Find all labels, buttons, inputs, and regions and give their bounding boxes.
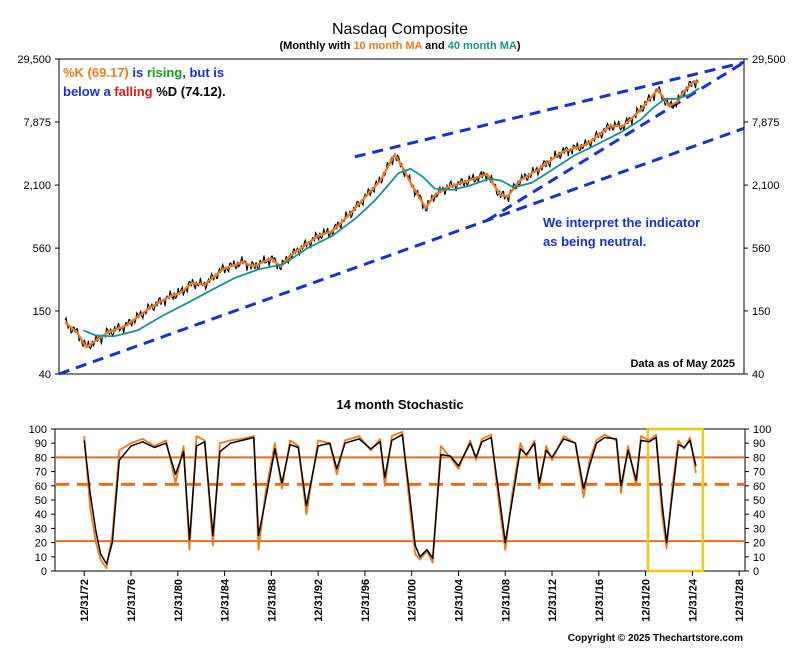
stoch-y-label-right: 80 bbox=[753, 452, 765, 464]
x-tick-label: 12/31/96 bbox=[360, 579, 372, 622]
stoch-y-label-left: 20 bbox=[35, 538, 47, 550]
stochastic-title: 14 month Stochastic bbox=[336, 397, 463, 412]
price-y-label-left: 150 bbox=[33, 306, 51, 318]
stoch-y-label-left: 0 bbox=[41, 566, 47, 578]
subtitle-part-4: ) bbox=[517, 40, 521, 52]
stoch-y-label-left: 60 bbox=[35, 481, 47, 493]
stoch-y-label-right: 30 bbox=[753, 523, 765, 535]
price-y-label-left: 2,100 bbox=[23, 180, 51, 192]
price-y-label-right: 40 bbox=[752, 369, 764, 381]
stoch-y-label-right: 100 bbox=[753, 424, 771, 436]
stochastic-panel-frame bbox=[54, 428, 746, 572]
stoch-y-label-left: 40 bbox=[35, 509, 47, 521]
stoch-y-label-left: 30 bbox=[35, 523, 47, 535]
x-tick-label: 12/31/24 bbox=[687, 578, 699, 622]
x-tick-label: 12/31/00 bbox=[407, 579, 419, 622]
stoch-y-label-left: 100 bbox=[29, 424, 47, 436]
subtitle-ma10: 10 month MA bbox=[353, 40, 422, 52]
x-tick-label: 12/31/04 bbox=[453, 578, 465, 622]
x-tick-label: 12/31/72 bbox=[79, 579, 91, 622]
stochastic-annotation-line1: %K (69.17) is rising, but is bbox=[63, 65, 224, 80]
x-tick-label: 12/31/76 bbox=[126, 579, 138, 622]
stoch-y-label-right: 40 bbox=[753, 509, 765, 521]
annot-rising: rising bbox=[147, 65, 182, 80]
stoch-y-label-right: 60 bbox=[753, 481, 765, 493]
x-tick-label: 12/31/16 bbox=[594, 579, 606, 622]
chart-subtitle: (Monthly with 10 month MA and 40 month M… bbox=[280, 40, 521, 52]
chart-title: Nasdaq Composite bbox=[332, 21, 468, 38]
stoch-y-label-right: 10 bbox=[753, 552, 765, 564]
recent-highlight-box bbox=[646, 427, 705, 573]
annot-below: below a bbox=[63, 84, 114, 99]
annot-is: is bbox=[129, 65, 147, 80]
subtitle-part-0: (Monthly with bbox=[280, 40, 354, 52]
price-plot-area bbox=[58, 60, 745, 376]
x-tick-label: 12/31/08 bbox=[500, 579, 512, 622]
annot-falling: falling bbox=[114, 84, 152, 99]
stoch-y-label-left: 50 bbox=[35, 495, 47, 507]
price-y-label-right: 7,875 bbox=[752, 117, 780, 129]
price-y-label-right: 560 bbox=[752, 243, 770, 255]
x-tick-label: 12/31/12 bbox=[547, 579, 559, 622]
x-tick-label: 12/31/84 bbox=[220, 578, 232, 622]
stoch-y-label-left: 80 bbox=[35, 452, 47, 464]
annot-but-is: , but is bbox=[182, 65, 224, 80]
stoch-y-label-right: 20 bbox=[753, 538, 765, 550]
series-line-40-month-ma bbox=[82, 87, 700, 338]
price-y-ticks: 29,500 29,500 7,875 7,875 2,100 2,100 560 560 15… bbox=[17, 54, 785, 381]
price-y-label-left: 40 bbox=[39, 369, 51, 381]
price-y-label-right: 150 bbox=[752, 306, 770, 318]
stoch-y-label-left: 90 bbox=[35, 438, 47, 450]
trendline-2 bbox=[354, 60, 745, 159]
stochastic-line-pct-d bbox=[83, 433, 697, 565]
stoch-y-label-left: 70 bbox=[35, 467, 47, 479]
price-y-label-right: 29,500 bbox=[752, 54, 786, 66]
x-tick-label: 12/31/28 bbox=[734, 579, 746, 622]
x-tick-label: 12/31/20 bbox=[641, 579, 653, 622]
series-line-10-month-ma bbox=[64, 80, 700, 349]
x-tick-label: 12/31/88 bbox=[266, 579, 278, 622]
price-y-label-left: 7,875 bbox=[23, 117, 51, 129]
stoch-y-label-right: 0 bbox=[753, 566, 759, 578]
trendline-1 bbox=[58, 126, 745, 376]
stoch-y-label-right: 70 bbox=[753, 467, 765, 479]
copyright-text: Copyright © 2025 Thechartstore.com bbox=[568, 633, 743, 644]
data-as-of-note: Data as of May 2025 bbox=[630, 358, 735, 370]
annot-d: %D (74.12). bbox=[153, 84, 226, 99]
price-y-label-left: 29,500 bbox=[17, 54, 51, 66]
interpretation-line1: We interpret the indicator bbox=[543, 215, 700, 230]
price-y-label-left: 560 bbox=[33, 243, 51, 255]
stochastic-plot-area bbox=[55, 427, 745, 573]
x-tick-label: 12/31/92 bbox=[313, 579, 325, 622]
x-tick-label: 12/31/80 bbox=[173, 579, 185, 622]
stoch-y-label-right: 90 bbox=[753, 438, 765, 450]
stoch-y-label-right: 50 bbox=[753, 495, 765, 507]
stoch-y-label-left: 10 bbox=[35, 552, 47, 564]
interpretation-line2: as being neutral. bbox=[543, 234, 646, 249]
subtitle-ma40: 40 month MA bbox=[448, 40, 517, 52]
stochastic-annotation-line2: below a falling %D (74.12). bbox=[63, 84, 226, 99]
annot-k: %K (69.17) bbox=[63, 65, 129, 80]
price-y-label-right: 2,100 bbox=[752, 180, 780, 192]
price-panel-frame bbox=[58, 58, 745, 375]
subtitle-part-2: and bbox=[422, 40, 448, 52]
stochastic-x-ticks: 12/31/72 12/31/76 12/31/80 12/31/84 12/31/88… bbox=[79, 571, 746, 622]
trendline-3 bbox=[486, 61, 745, 222]
